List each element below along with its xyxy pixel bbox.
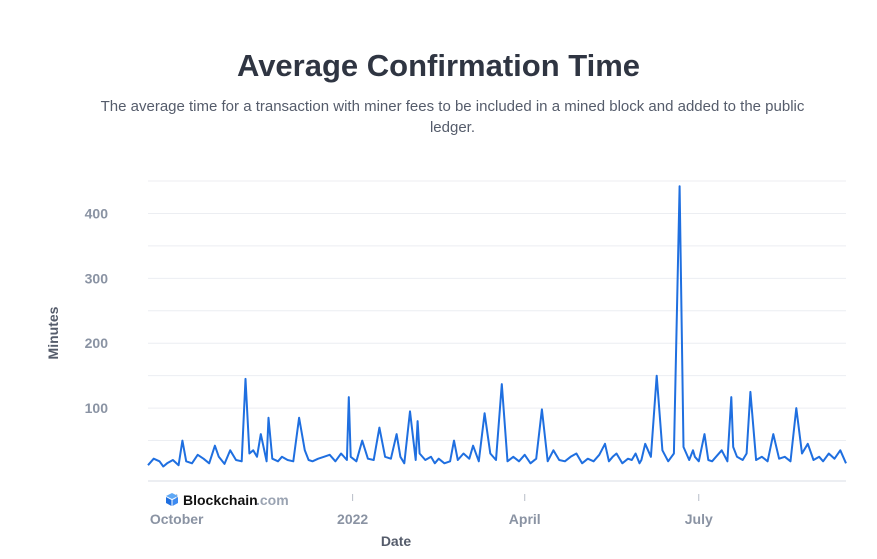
y-tick-label: 200 [85, 335, 109, 351]
x-tick-label: 2022 [337, 511, 368, 527]
series-line[interactable] [147, 185, 847, 468]
gridlines [148, 180, 846, 482]
x-axis-label: Date [381, 533, 412, 549]
y-axis-ticks: 100 200 300 400 [85, 205, 109, 416]
x-tick-label: July [685, 511, 713, 527]
x-axis-ticks: October 2022 April July [150, 494, 713, 527]
brand-watermark: Blockchain .com [166, 492, 289, 508]
brand-name: Blockchain [183, 492, 258, 508]
chart-subtitle: The average time for a transaction with … [100, 98, 805, 136]
x-tick-label: April [509, 511, 541, 527]
y-tick-label: 400 [85, 205, 109, 221]
y-tick-label: 300 [85, 270, 109, 286]
chart-title: Average Confirmation Time [236, 48, 641, 83]
blockchain-logo-icon [166, 493, 178, 506]
y-axis-label: Minutes [45, 306, 61, 359]
y-tick-label: 100 [85, 400, 109, 416]
x-tick-label: October [150, 511, 204, 527]
brand-suffix: .com [256, 492, 289, 508]
